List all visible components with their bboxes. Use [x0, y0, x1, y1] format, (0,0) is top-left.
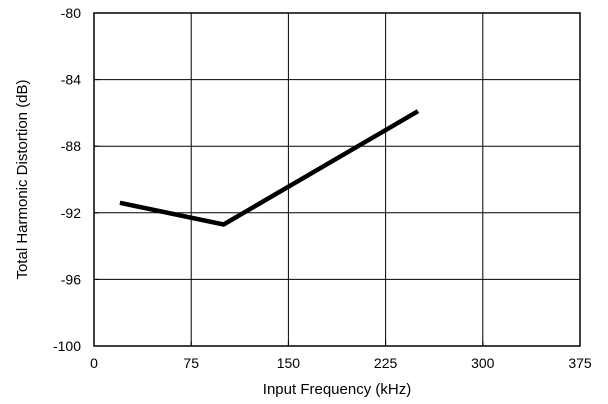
x-tick-label: 225 [374, 355, 398, 371]
y-tick-label: -96 [61, 271, 81, 287]
plot-area [93, 12, 581, 347]
x-tick-label: 150 [277, 355, 301, 371]
x-tick-label: 375 [568, 355, 592, 371]
y-tick-label: -100 [53, 338, 81, 354]
x-tick-label: 0 [90, 355, 98, 371]
y-tick-label: -80 [61, 5, 81, 21]
y-axis-ticks: -80 -84 -88 -92 -96 -100 [53, 5, 99, 354]
series-line [119, 109, 420, 227]
x-axis-label: Input Frequency (kHz) [263, 381, 411, 398]
x-tick-label: 300 [471, 355, 495, 371]
y-tick-label: -88 [61, 138, 81, 154]
y-tick-label: -84 [61, 72, 81, 88]
grid-lines [94, 13, 580, 346]
x-axis-ticks: 0 75 150 225 300 375 [90, 341, 592, 371]
series-group [119, 109, 420, 227]
y-axis-label: Total Harmonic Distortion (dB) [14, 79, 31, 279]
x-tick-label: 75 [183, 355, 199, 371]
y-tick-label: -92 [61, 205, 81, 221]
